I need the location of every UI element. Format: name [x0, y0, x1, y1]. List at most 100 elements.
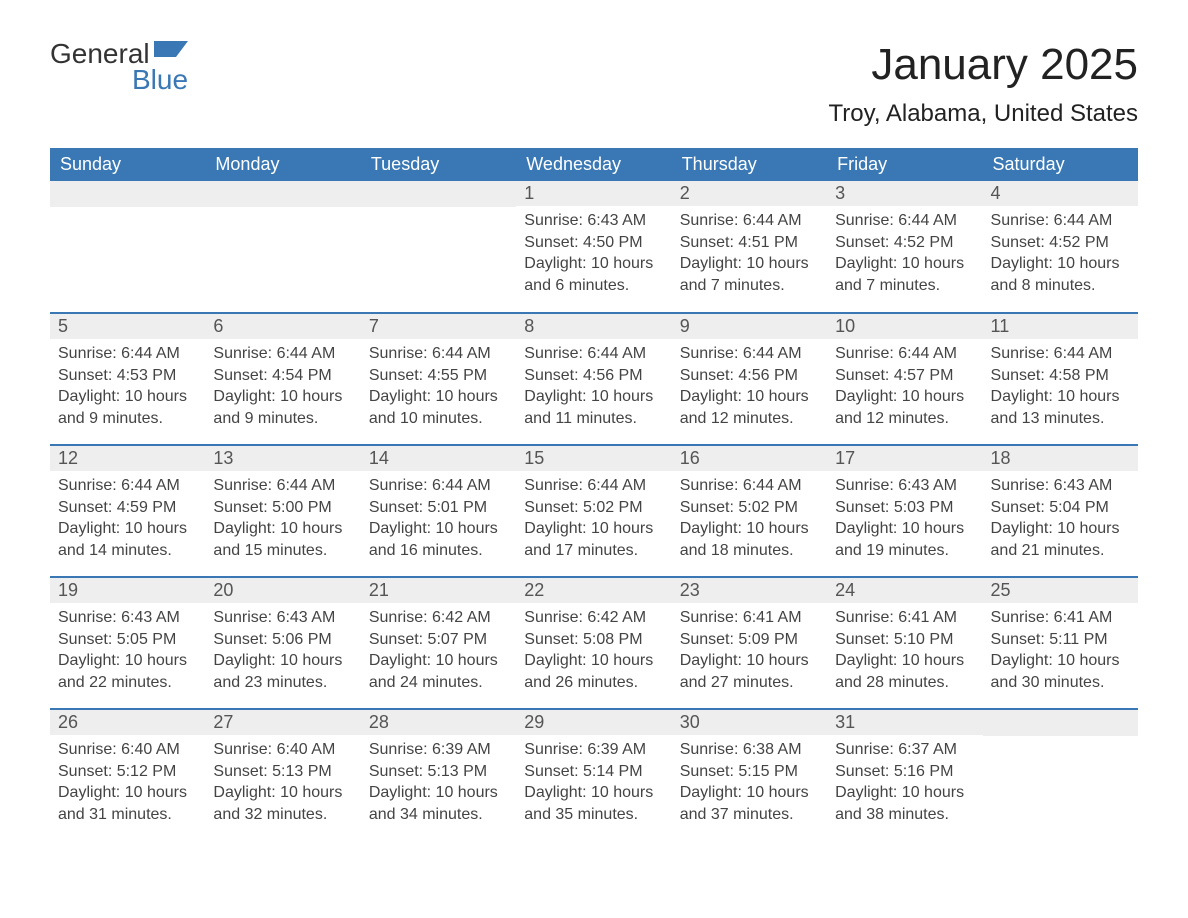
- day-cell: 14Sunrise: 6:44 AMSunset: 5:01 PMDayligh…: [361, 445, 516, 577]
- day-cell: 4Sunrise: 6:44 AMSunset: 4:52 PMDaylight…: [983, 181, 1138, 313]
- day-body: Sunrise: 6:43 AMSunset: 4:50 PMDaylight:…: [516, 206, 671, 306]
- day-dl1: Daylight: 10 hours: [524, 650, 663, 672]
- day-number: 25: [983, 578, 1138, 603]
- day-dl1: Daylight: 10 hours: [524, 253, 663, 275]
- day-dl1: Daylight: 10 hours: [213, 782, 352, 804]
- day-dl1: Daylight: 10 hours: [680, 386, 819, 408]
- day-dl1: Daylight: 10 hours: [369, 650, 508, 672]
- day-body: Sunrise: 6:43 AMSunset: 5:05 PMDaylight:…: [50, 603, 205, 703]
- day-number: 27: [205, 710, 360, 735]
- week-row: 12Sunrise: 6:44 AMSunset: 4:59 PMDayligh…: [50, 445, 1138, 577]
- day-body: Sunrise: 6:41 AMSunset: 5:11 PMDaylight:…: [983, 603, 1138, 703]
- day-dl2: and 35 minutes.: [524, 804, 663, 826]
- day-dl1: Daylight: 10 hours: [369, 782, 508, 804]
- week-row: 19Sunrise: 6:43 AMSunset: 5:05 PMDayligh…: [50, 577, 1138, 709]
- weekday-header-row: Sunday Monday Tuesday Wednesday Thursday…: [50, 148, 1138, 181]
- day-cell: 26Sunrise: 6:40 AMSunset: 5:12 PMDayligh…: [50, 709, 205, 841]
- day-number: 19: [50, 578, 205, 603]
- day-dl1: Daylight: 10 hours: [524, 782, 663, 804]
- day-number: 17: [827, 446, 982, 471]
- day-body: Sunrise: 6:44 AMSunset: 5:02 PMDaylight:…: [516, 471, 671, 571]
- day-number: 12: [50, 446, 205, 471]
- day-sunset: Sunset: 5:05 PM: [58, 629, 197, 651]
- day-cell: 6Sunrise: 6:44 AMSunset: 4:54 PMDaylight…: [205, 313, 360, 445]
- calendar-table: Sunday Monday Tuesday Wednesday Thursday…: [50, 148, 1138, 841]
- day-sunset: Sunset: 4:51 PM: [680, 232, 819, 254]
- day-sunset: Sunset: 5:07 PM: [369, 629, 508, 651]
- week-row: 26Sunrise: 6:40 AMSunset: 5:12 PMDayligh…: [50, 709, 1138, 841]
- day-sunset: Sunset: 5:08 PM: [524, 629, 663, 651]
- day-cell: 3Sunrise: 6:44 AMSunset: 4:52 PMDaylight…: [827, 181, 982, 313]
- day-body: Sunrise: 6:40 AMSunset: 5:12 PMDaylight:…: [50, 735, 205, 835]
- day-sunset: Sunset: 5:12 PM: [58, 761, 197, 783]
- day-number: 5: [50, 314, 205, 339]
- day-sunrise: Sunrise: 6:39 AM: [369, 739, 508, 761]
- day-cell: 2Sunrise: 6:44 AMSunset: 4:51 PMDaylight…: [672, 181, 827, 313]
- day-dl2: and 22 minutes.: [58, 672, 197, 694]
- day-body: Sunrise: 6:39 AMSunset: 5:14 PMDaylight:…: [516, 735, 671, 835]
- weekday-header: Saturday: [983, 148, 1138, 181]
- day-body: Sunrise: 6:44 AMSunset: 4:55 PMDaylight:…: [361, 339, 516, 439]
- day-dl2: and 30 minutes.: [991, 672, 1130, 694]
- day-dl2: and 19 minutes.: [835, 540, 974, 562]
- day-number: 8: [516, 314, 671, 339]
- day-dl1: Daylight: 10 hours: [680, 650, 819, 672]
- day-sunset: Sunset: 4:58 PM: [991, 365, 1130, 387]
- day-sunrise: Sunrise: 6:39 AM: [524, 739, 663, 761]
- day-body: Sunrise: 6:44 AMSunset: 5:00 PMDaylight:…: [205, 471, 360, 571]
- day-dl2: and 23 minutes.: [213, 672, 352, 694]
- day-sunrise: Sunrise: 6:42 AM: [369, 607, 508, 629]
- day-sunset: Sunset: 5:02 PM: [680, 497, 819, 519]
- day-body: Sunrise: 6:44 AMSunset: 4:56 PMDaylight:…: [516, 339, 671, 439]
- day-body: Sunrise: 6:44 AMSunset: 4:53 PMDaylight:…: [50, 339, 205, 439]
- day-dl1: Daylight: 10 hours: [835, 253, 974, 275]
- day-sunset: Sunset: 5:15 PM: [680, 761, 819, 783]
- day-dl1: Daylight: 10 hours: [835, 386, 974, 408]
- day-sunrise: Sunrise: 6:41 AM: [835, 607, 974, 629]
- day-dl2: and 21 minutes.: [991, 540, 1130, 562]
- day-dl2: and 31 minutes.: [58, 804, 197, 826]
- day-sunset: Sunset: 4:57 PM: [835, 365, 974, 387]
- day-dl1: Daylight: 10 hours: [991, 253, 1130, 275]
- week-row: 5Sunrise: 6:44 AMSunset: 4:53 PMDaylight…: [50, 313, 1138, 445]
- location-text: Troy, Alabama, United States: [829, 100, 1138, 128]
- day-sunrise: Sunrise: 6:44 AM: [524, 343, 663, 365]
- day-body: Sunrise: 6:41 AMSunset: 5:10 PMDaylight:…: [827, 603, 982, 703]
- day-number: 7: [361, 314, 516, 339]
- day-body: Sunrise: 6:40 AMSunset: 5:13 PMDaylight:…: [205, 735, 360, 835]
- logo: General Blue: [50, 40, 188, 94]
- day-sunrise: Sunrise: 6:44 AM: [58, 343, 197, 365]
- day-number: 20: [205, 578, 360, 603]
- day-sunset: Sunset: 5:02 PM: [524, 497, 663, 519]
- day-sunset: Sunset: 5:06 PM: [213, 629, 352, 651]
- logo-word-blue: Blue: [50, 66, 188, 94]
- day-sunset: Sunset: 5:03 PM: [835, 497, 974, 519]
- day-sunrise: Sunrise: 6:43 AM: [213, 607, 352, 629]
- day-sunrise: Sunrise: 6:44 AM: [991, 343, 1130, 365]
- day-cell: 31Sunrise: 6:37 AMSunset: 5:16 PMDayligh…: [827, 709, 982, 841]
- day-sunrise: Sunrise: 6:43 AM: [835, 475, 974, 497]
- day-dl2: and 15 minutes.: [213, 540, 352, 562]
- day-sunset: Sunset: 5:13 PM: [213, 761, 352, 783]
- day-cell: 29Sunrise: 6:39 AMSunset: 5:14 PMDayligh…: [516, 709, 671, 841]
- day-sunrise: Sunrise: 6:42 AM: [524, 607, 663, 629]
- day-dl2: and 28 minutes.: [835, 672, 974, 694]
- day-cell: 16Sunrise: 6:44 AMSunset: 5:02 PMDayligh…: [672, 445, 827, 577]
- day-dl1: Daylight: 10 hours: [58, 386, 197, 408]
- day-cell: [50, 181, 205, 313]
- day-sunrise: Sunrise: 6:44 AM: [213, 343, 352, 365]
- day-cell: 5Sunrise: 6:44 AMSunset: 4:53 PMDaylight…: [50, 313, 205, 445]
- day-cell: [983, 709, 1138, 841]
- day-dl1: Daylight: 10 hours: [369, 386, 508, 408]
- day-dl2: and 26 minutes.: [524, 672, 663, 694]
- day-cell: 18Sunrise: 6:43 AMSunset: 5:04 PMDayligh…: [983, 445, 1138, 577]
- day-sunrise: Sunrise: 6:44 AM: [835, 210, 974, 232]
- day-sunset: Sunset: 4:59 PM: [58, 497, 197, 519]
- weekday-header: Monday: [205, 148, 360, 181]
- week-row: 1Sunrise: 6:43 AMSunset: 4:50 PMDaylight…: [50, 181, 1138, 313]
- day-cell: [205, 181, 360, 313]
- day-number: 23: [672, 578, 827, 603]
- weekday-header: Thursday: [672, 148, 827, 181]
- day-sunrise: Sunrise: 6:44 AM: [835, 343, 974, 365]
- day-cell: 1Sunrise: 6:43 AMSunset: 4:50 PMDaylight…: [516, 181, 671, 313]
